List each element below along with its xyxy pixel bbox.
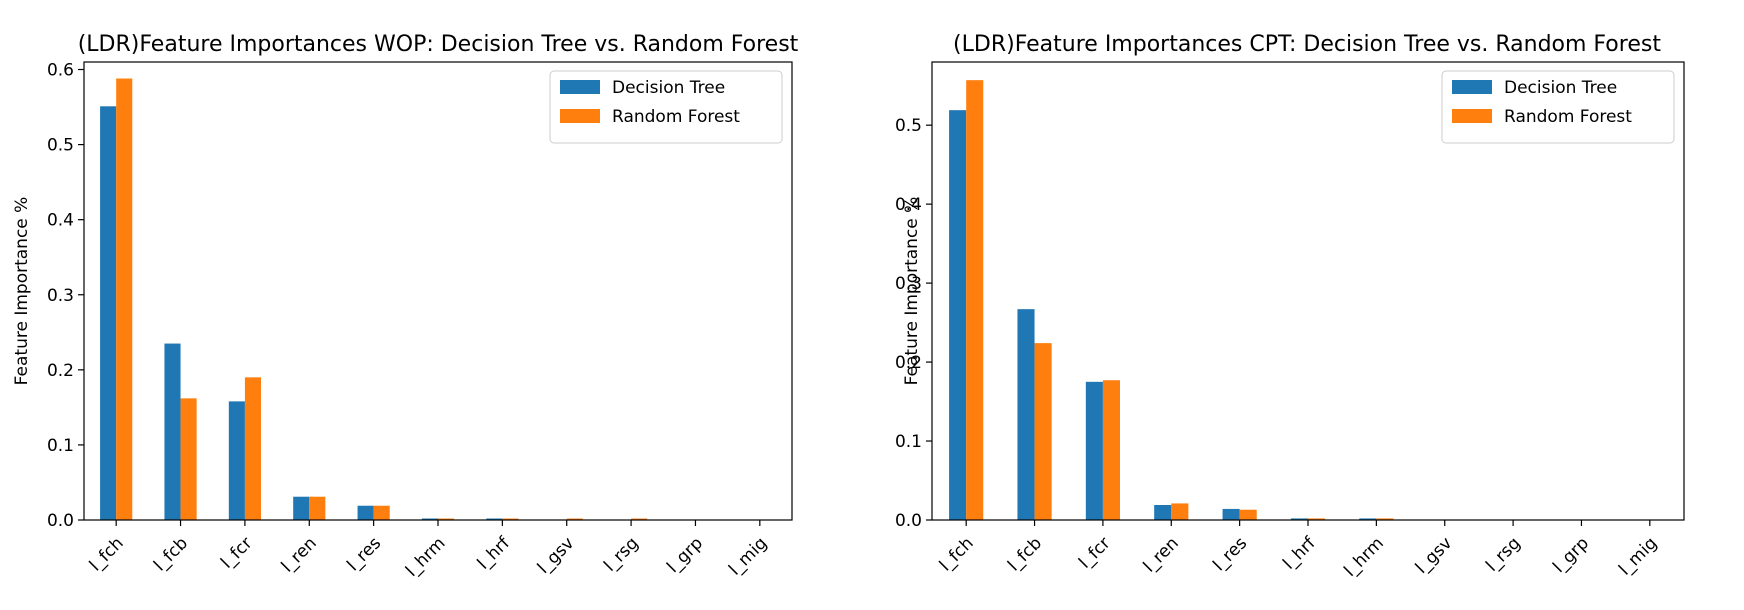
bar-decision-tree-l_hrf — [486, 518, 503, 520]
bar-random-forest-l_hrf — [1308, 518, 1326, 520]
y-axis-label: Feature Importance % — [12, 197, 32, 386]
bar-decision-tree-l_hrm — [1359, 518, 1377, 520]
bar-decision-tree-l_fcr — [228, 401, 245, 520]
x-tick-label: l_mig — [725, 533, 771, 579]
x-tick-label: l_hrm — [1340, 533, 1388, 581]
chart-title: (LDR)Feature Importances WOP: Decision T… — [78, 32, 799, 57]
bar-decision-tree-l_fcb — [1017, 309, 1035, 520]
legend-label: Decision Tree — [612, 78, 725, 98]
legend-swatch-random-forest — [560, 109, 600, 123]
bar-random-forest-l_fch — [966, 80, 984, 520]
legend: Decision Tree Random Forest — [549, 70, 783, 144]
bar-decision-tree-l_fch — [100, 106, 117, 521]
x-tick-label: l_hrm — [402, 533, 450, 581]
y-tick-label: 0.4 — [895, 195, 922, 215]
bar-decision-tree-l_ren — [1154, 505, 1172, 520]
x-tick-label: l_ren — [1140, 533, 1183, 576]
legend-box — [549, 70, 783, 144]
chart-title: (LDR)Feature Importances CPT: Decision T… — [953, 32, 1661, 57]
legend-label: Random Forest — [612, 107, 740, 127]
bar-decision-tree-l_hrm — [421, 518, 438, 520]
y-tick-label: 0.2 — [47, 361, 74, 381]
legend-label: Decision Tree — [1504, 78, 1617, 98]
x-tick-label: l_hrf — [1279, 533, 1320, 574]
bar-random-forest-l_fch — [116, 78, 133, 521]
x-tick-label: l_gsv — [1412, 533, 1457, 578]
legend-swatch-random-forest — [1452, 109, 1492, 123]
y-tick-label: 0.2 — [895, 353, 922, 373]
x-tick-label: l_fch — [936, 533, 978, 575]
bar-decision-tree-l_res — [357, 505, 374, 520]
bar-decision-tree-l_res — [1222, 508, 1240, 520]
bar-random-forest-l_ren — [309, 496, 326, 520]
y-tick-label: 0.0 — [47, 511, 74, 531]
chart-1: (LDR)Feature Importances WOP: Decision T… — [12, 32, 799, 581]
legend-swatch-decision-tree — [560, 80, 600, 94]
x-tick-label: l_res — [343, 533, 385, 575]
bar-random-forest-l_hrm — [1376, 518, 1394, 520]
bar-random-forest-l_fcr — [244, 377, 261, 520]
bar-random-forest-l_fcr — [1102, 380, 1120, 520]
bar-decision-tree-l_ren — [293, 496, 310, 520]
x-tick-label: l_mig — [1615, 533, 1661, 579]
x-tick-label: l_gsv — [534, 533, 579, 578]
x-tick-label: l_fcr — [217, 533, 256, 572]
x-tick-label: l_rsg — [600, 533, 642, 575]
bar-random-forest-l_hrf — [502, 518, 519, 520]
y-axis-label: Feature Importance % — [902, 197, 922, 386]
bar-random-forest-l_fcb — [180, 398, 197, 520]
y-tick-label: 0.1 — [47, 436, 74, 456]
x-tick-label: l_ren — [278, 533, 321, 576]
x-tick-label: l_fcb — [1004, 533, 1046, 575]
legend-label: Random Forest — [1504, 107, 1632, 127]
bar-decision-tree-l_fcb — [164, 343, 181, 520]
y-tick-label: 0.1 — [895, 432, 922, 452]
bar-decision-tree-l_fcr — [1085, 381, 1103, 520]
legend-box — [1441, 70, 1675, 144]
y-tick-label: 0.0 — [895, 511, 922, 531]
x-tick-label: l_grp — [663, 533, 707, 577]
legend-swatch-decision-tree — [1452, 80, 1492, 94]
x-tick-label: l_rsg — [1482, 533, 1524, 575]
x-tick-label: l_res — [1209, 533, 1251, 575]
bar-random-forest-l_rsg — [631, 518, 648, 520]
bar-random-forest-l_res — [1239, 509, 1257, 520]
bar-random-forest-l_hrm — [438, 518, 455, 520]
x-tick-label: l_fcb — [150, 533, 192, 575]
bar-random-forest-l_ren — [1171, 503, 1189, 520]
x-tick-label: l_grp — [1549, 533, 1593, 577]
y-tick-label: 0.3 — [895, 274, 922, 294]
y-tick-label: 0.5 — [47, 136, 74, 156]
x-tick-label: l_fcr — [1075, 533, 1114, 572]
bar-random-forest-l_res — [373, 505, 390, 520]
x-tick-label: l_fch — [86, 533, 128, 575]
bar-random-forest-l_gsv — [566, 518, 583, 520]
bar-random-forest-l_fcb — [1034, 343, 1052, 520]
legend: Decision Tree Random Forest — [1441, 70, 1675, 144]
bar-decision-tree-l_fch — [949, 110, 967, 521]
x-tick-label: l_hrf — [474, 533, 515, 574]
y-tick-label: 0.6 — [47, 61, 74, 81]
y-tick-label: 0.4 — [47, 211, 74, 231]
y-tick-label: 0.5 — [895, 116, 922, 136]
y-tick-label: 0.3 — [47, 286, 74, 306]
bar-decision-tree-l_hrf — [1290, 518, 1308, 520]
chart-2: (LDR)Feature Importances CPT: Decision T… — [895, 32, 1685, 581]
